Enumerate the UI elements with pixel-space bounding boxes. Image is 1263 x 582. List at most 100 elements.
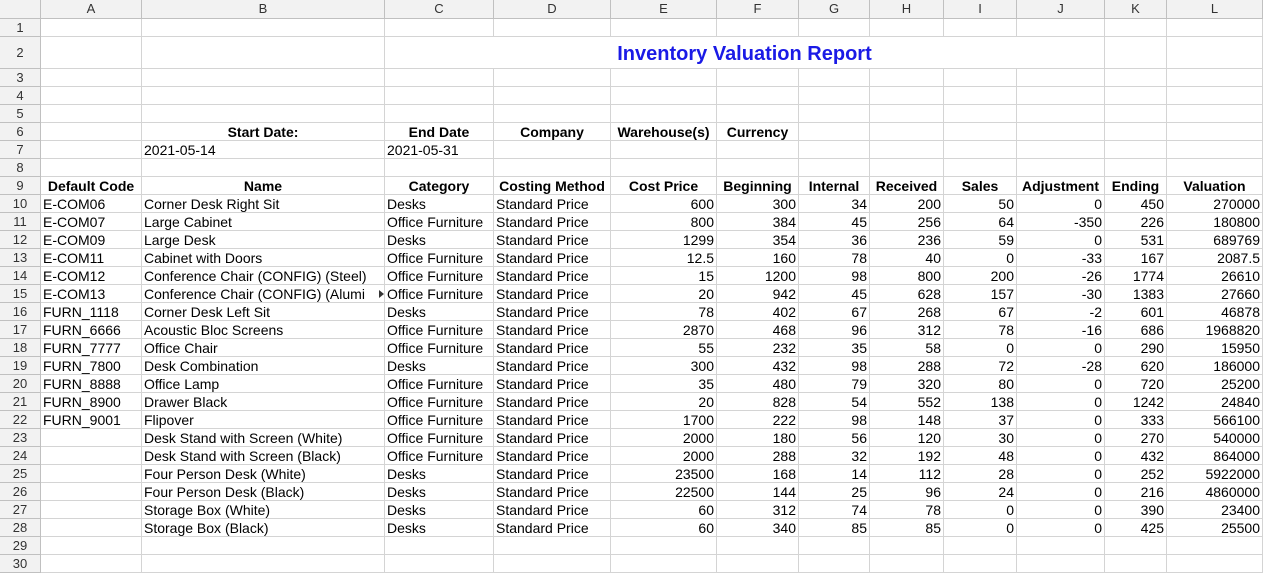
table-cell[interactable]: 40 [870,249,944,267]
table-cell[interactable]: 160 [717,249,799,267]
table-cell[interactable]: 1200 [717,267,799,285]
table-cell[interactable]: 531 [1105,231,1167,249]
table-cell[interactable]: 0 [1017,447,1105,465]
table-cell[interactable]: Conference Chair (CONFIG) (Steel) [142,267,385,285]
table-cell[interactable]: 300 [611,357,717,375]
cell[interactable] [142,105,385,123]
table-cell[interactable]: Desk Stand with Screen (White) [142,429,385,447]
cell[interactable] [611,105,717,123]
table-cell[interactable] [41,429,142,447]
column-header-g[interactable]: G [799,0,870,18]
table-cell[interactable]: Cabinet with Doors [142,249,385,267]
table-cell[interactable]: 138 [944,393,1017,411]
cell[interactable] [1017,69,1105,87]
table-cell[interactable]: FURN_1118 [41,303,142,321]
row-header[interactable]: 26 [0,483,41,501]
cell[interactable] [717,537,799,555]
row-header[interactable]: 13 [0,249,41,267]
cell[interactable] [799,141,870,159]
table-cell[interactable]: Standard Price [494,285,611,303]
table-cell[interactable]: 800 [870,267,944,285]
cell[interactable] [799,19,870,37]
cell[interactable] [385,555,494,573]
cell[interactable] [41,159,142,177]
table-cell[interactable]: Standard Price [494,465,611,483]
column-header-b[interactable]: B [142,0,385,18]
cell[interactable] [944,159,1017,177]
table-cell[interactable]: Desks [385,357,494,375]
table-cell[interactable]: 288 [717,447,799,465]
table-cell[interactable]: 0 [944,339,1017,357]
table-cell[interactable]: Standard Price [494,483,611,501]
table-cell[interactable]: 320 [870,375,944,393]
table-cell[interactable]: Acoustic Bloc Screens [142,321,385,339]
table-cell[interactable]: E-COM06 [41,195,142,213]
row-header[interactable]: 29 [0,537,41,555]
table-cell[interactable]: Storage Box (Black) [142,519,385,537]
cell[interactable] [142,69,385,87]
table-header-cell[interactable]: Category [385,177,494,195]
table-cell[interactable]: 390 [1105,501,1167,519]
table-cell[interactable]: 0 [1017,429,1105,447]
table-cell[interactable]: Desks [385,303,494,321]
table-cell[interactable]: FURN_7777 [41,339,142,357]
cell[interactable] [717,159,799,177]
table-cell[interactable]: 1968820 [1167,321,1263,339]
warehouse-label[interactable]: Warehouse(s) [611,123,717,141]
cell[interactable] [41,105,142,123]
table-cell[interactable]: 15950 [1167,339,1263,357]
table-cell[interactable]: 1383 [1105,285,1167,303]
cell[interactable] [142,19,385,37]
table-cell[interactable]: 96 [870,483,944,501]
table-cell[interactable]: Office Furniture [385,411,494,429]
table-cell[interactable]: 800 [611,213,717,231]
table-cell[interactable]: 36 [799,231,870,249]
cell[interactable] [944,105,1017,123]
table-cell[interactable]: E-COM12 [41,267,142,285]
cell[interactable] [142,555,385,573]
end-date-label[interactable]: End Date [385,123,494,141]
table-cell[interactable]: 78 [944,321,1017,339]
row-header[interactable]: 6 [0,123,41,141]
table-cell[interactable]: 168 [717,465,799,483]
row-header[interactable]: 12 [0,231,41,249]
cell[interactable] [494,555,611,573]
table-cell[interactable]: 0 [1017,483,1105,501]
row-header[interactable]: 23 [0,429,41,447]
table-cell[interactable]: 25 [799,483,870,501]
table-header-cell[interactable]: Adjustment [1017,177,1105,195]
table-cell[interactable]: 96 [799,321,870,339]
table-cell[interactable]: Office Furniture [385,267,494,285]
table-cell[interactable]: Standard Price [494,519,611,537]
row-header[interactable]: 16 [0,303,41,321]
cell[interactable] [41,87,142,105]
cell[interactable] [944,555,1017,573]
table-cell[interactable]: 78 [611,303,717,321]
table-cell[interactable]: 167 [1105,249,1167,267]
table-cell[interactable]: 67 [799,303,870,321]
cell[interactable] [944,69,1017,87]
table-cell[interactable]: 79 [799,375,870,393]
table-cell[interactable]: 686 [1105,321,1167,339]
table-cell[interactable]: 12.5 [611,249,717,267]
cell[interactable] [1017,141,1105,159]
table-header-cell[interactable]: Sales [944,177,1017,195]
table-cell[interactable]: 112 [870,465,944,483]
cell[interactable] [1017,159,1105,177]
table-cell[interactable]: Standard Price [494,213,611,231]
table-cell[interactable]: 402 [717,303,799,321]
table-cell[interactable]: 268 [870,303,944,321]
cell[interactable] [799,159,870,177]
cell[interactable] [1017,555,1105,573]
cell[interactable] [944,537,1017,555]
table-cell[interactable]: 23400 [1167,501,1263,519]
table-cell[interactable]: Office Furniture [385,213,494,231]
cell[interactable] [1105,105,1167,123]
cell[interactable] [41,141,142,159]
table-cell[interactable]: Office Furniture [385,429,494,447]
table-cell[interactable]: 689769 [1167,231,1263,249]
table-cell[interactable]: 333 [1105,411,1167,429]
table-cell[interactable]: -16 [1017,321,1105,339]
cell[interactable] [41,123,142,141]
table-cell[interactable]: Office Furniture [385,321,494,339]
